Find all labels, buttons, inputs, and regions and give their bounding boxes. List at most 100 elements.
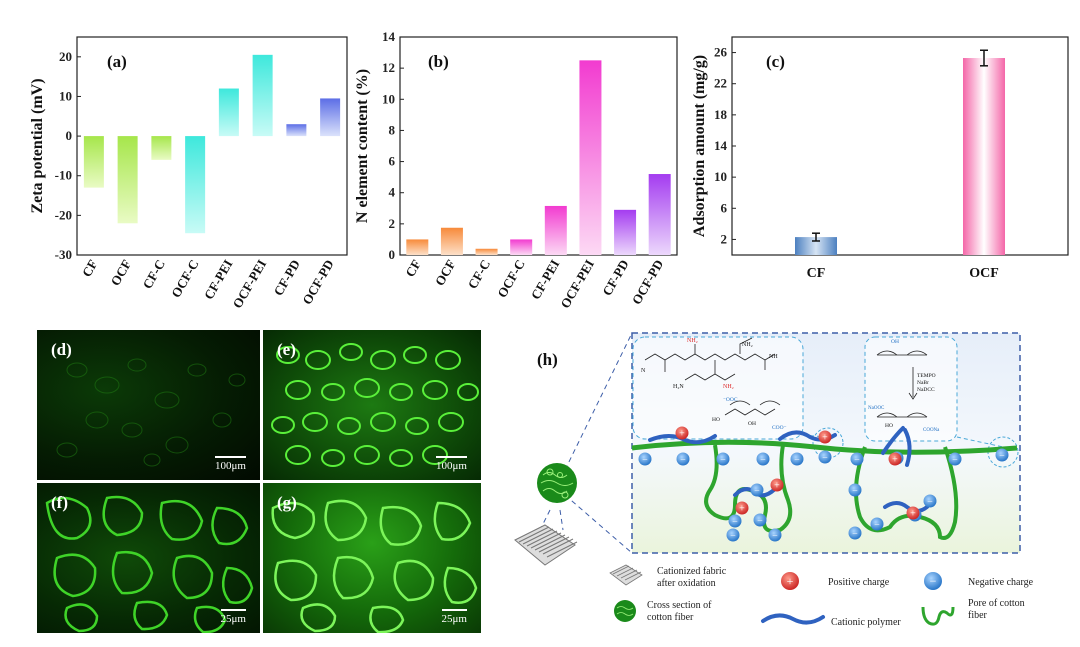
x-tick-label: OCF-PEI <box>557 257 597 310</box>
y-tick-label: 18 <box>714 107 728 122</box>
negative-charge-symbol: − <box>999 451 1005 462</box>
positive-charge-icon <box>906 506 920 520</box>
legend-polymer-icon <box>761 613 825 625</box>
negative-charge-symbol: − <box>730 531 736 542</box>
legend-fabric-label: Cationized fabric after oxidation <box>657 566 727 589</box>
legend: Cationized fabric after oxidation Cross s… <box>609 564 1034 628</box>
ona-label: NaOOC <box>868 406 885 411</box>
y-tick-label: 22 <box>714 76 727 91</box>
nabr-label: NaBr <box>917 380 929 386</box>
micrograph-d: (d) 100μm <box>37 330 260 480</box>
bar-cf <box>795 237 837 255</box>
negative-charge-symbol: − <box>927 497 933 508</box>
pei-nh2-red: NH₂ <box>723 384 734 390</box>
pei-h2n-label: H₂N <box>673 384 684 390</box>
y-tick-label: 6 <box>721 200 728 215</box>
bar-cf <box>83 136 104 188</box>
cellulose-oh-label: OH <box>748 421 756 427</box>
panel-label-h: (h) <box>537 350 558 369</box>
negative-charge-symbol: − <box>754 486 760 497</box>
negative-charge-symbol: − <box>772 531 778 542</box>
legend-cross-section-icon <box>614 600 636 622</box>
bar-ocf-c <box>510 239 533 255</box>
bar-ocf-c <box>185 136 206 234</box>
charge-markers: −−−−−−−−−−−−−−−−−−−−++++++ <box>638 426 1009 542</box>
negative-charge-icon <box>768 528 782 542</box>
scale-bar-f: 25μm <box>220 609 246 625</box>
nadcc-label: NaDCC <box>917 387 935 393</box>
scale-bar-e: 100μm <box>436 456 467 472</box>
x-tick-label: CF <box>402 257 424 280</box>
negative-charge-symbol: − <box>732 517 738 528</box>
legend-minus-symbol: − <box>930 574 937 588</box>
x-tick-label: OCF <box>432 257 459 288</box>
negative-charge-icon <box>756 452 770 466</box>
legend-positive-label: Positive charge <box>828 577 890 588</box>
pei-n-label: N <box>641 368 646 374</box>
coona-label: COONa <box>923 428 940 433</box>
y-tick-label: 26 <box>714 45 728 60</box>
x-tick-label: CF-PD <box>270 257 302 298</box>
legend-fabric-icon <box>609 564 643 586</box>
bar-cf-c <box>151 136 172 160</box>
bar-ocf <box>963 58 1005 256</box>
cellulose-ho-label: HO <box>712 417 720 423</box>
pei-structure-inset: NH₂ NH₂ NH N H₂N NH₂ ⁻OOC COO⁻ HO OH <box>632 336 804 440</box>
positive-charge-symbol: + <box>679 429 685 440</box>
negative-charge-symbol: − <box>680 455 686 466</box>
legend-negative-label: Negative charge <box>968 577 1034 588</box>
x-tick-label: CF-PEI <box>201 257 236 302</box>
positive-charge-icon <box>818 430 832 444</box>
negative-charge-symbol: − <box>642 455 648 466</box>
bar-ocf <box>440 227 463 255</box>
y-tick-label: -20 <box>55 207 72 222</box>
micrograph-e: (e) 100μm <box>263 330 481 480</box>
x-tick-label: OCF-PD <box>299 257 337 307</box>
scale-text-f: 25μm <box>220 613 246 625</box>
plot-frame <box>399 36 678 256</box>
positive-charge-symbol: + <box>739 504 745 515</box>
negative-charge-icon <box>870 517 884 531</box>
oxidation-oh-top: OH <box>891 339 899 345</box>
positive-charge-icon <box>770 478 784 492</box>
negative-charge-symbol: − <box>852 529 858 540</box>
x-tick-label: CF <box>79 257 101 280</box>
positive-charge-symbol: + <box>910 509 916 520</box>
negative-charge-icon <box>753 513 767 527</box>
y-tick-label: 10 <box>59 88 72 103</box>
y-tick-label: 20 <box>59 49 72 64</box>
y-axis-label: N element content (%) <box>354 69 371 223</box>
y-tick-label: 8 <box>389 122 396 137</box>
oxidation-ho-label: HO <box>885 423 893 429</box>
y-tick-label: 14 <box>714 138 728 153</box>
scale-text-g: 25μm <box>441 613 467 625</box>
positive-charge-icon <box>735 501 749 515</box>
bar-cf-pei <box>218 88 239 137</box>
bar-cf <box>406 239 429 255</box>
y-tick-label: -30 <box>55 247 72 262</box>
bar-ocf-pei <box>252 54 273 137</box>
legend-cross-section-label: Cross section of cotton fiber <box>647 600 712 623</box>
negative-charge-icon <box>750 483 764 497</box>
y-tick-label: 10 <box>714 169 727 184</box>
scale-bar-g: 25μm <box>441 609 467 625</box>
oxidation-inset: OH TEMPO NaBr NaDCC NaOOC COONa HO <box>864 336 958 442</box>
zoom-circle-1 <box>812 427 844 459</box>
pei-nh2-label: NH₂ <box>687 338 698 344</box>
negative-charge-symbol: − <box>852 486 858 497</box>
y-tick-label: -10 <box>55 168 72 183</box>
panel-label: (a) <box>107 52 127 71</box>
negative-charge-icon <box>818 450 832 464</box>
scale-text-d: 100μm <box>215 460 246 472</box>
negative-charge-symbol: − <box>874 520 880 531</box>
negative-charge-icon <box>995 448 1009 462</box>
positive-charge-symbol: + <box>892 455 898 466</box>
legend-positive-icon: + <box>781 572 799 590</box>
bar-cf-c <box>475 248 498 255</box>
legend-pore-icon <box>921 606 955 626</box>
negative-charge-icon <box>638 452 652 466</box>
x-tick-label: OCF-C <box>168 257 202 300</box>
y-tick-label: 6 <box>389 154 396 169</box>
micrograph-g: (g) 25μm <box>263 483 481 633</box>
x-tick-label: CF <box>807 266 826 281</box>
